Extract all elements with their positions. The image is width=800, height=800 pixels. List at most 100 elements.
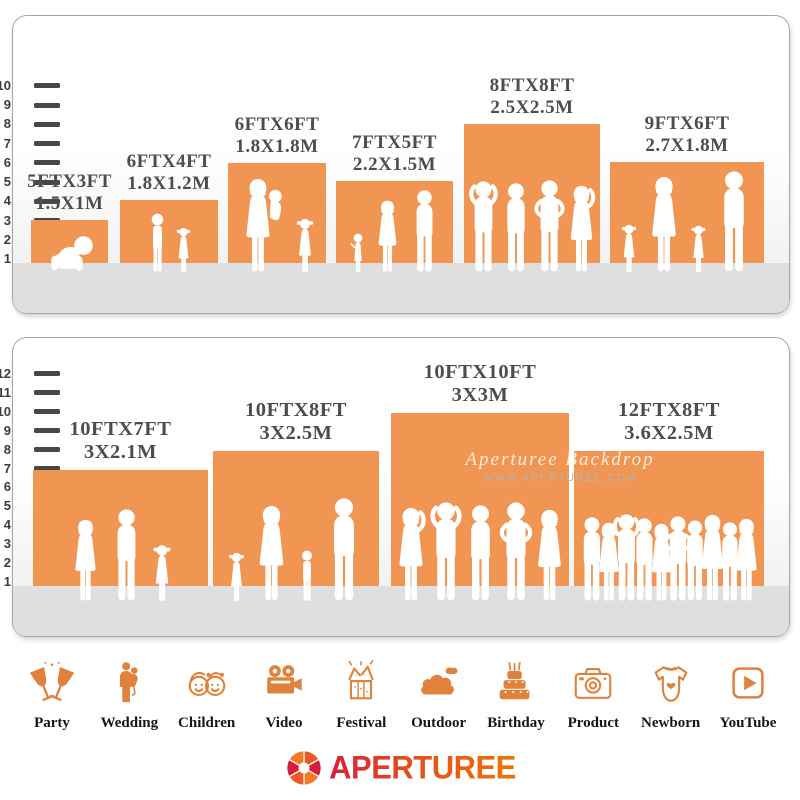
ruler-number: 12 [0, 365, 11, 381]
backdrop-bar-10ftx7ft [33, 470, 208, 601]
ruler-number: 9 [3, 422, 11, 438]
ruler-tick [34, 371, 60, 377]
video-icon [267, 665, 302, 694]
category-label: Children [178, 715, 236, 731]
person-woman-silhouette [701, 514, 723, 601]
bar-size-label: 6FTX4FT 1.8X1.2M [127, 151, 212, 195]
ruler-number: 6 [3, 479, 11, 495]
category-label: Party [34, 715, 70, 731]
person-boy-silhouette [302, 550, 312, 601]
person-woman-silhouette [538, 509, 561, 601]
person-woman-silhouette [736, 518, 757, 601]
bar-size-label: 6FTX6FT 1.8X1.8M [235, 114, 320, 158]
ruler-number: 3 [3, 536, 11, 552]
ruler-number: 2 [3, 231, 11, 247]
ruler-tick [34, 390, 60, 396]
person-man-up-silhouette [429, 502, 462, 601]
party-icon [29, 661, 75, 701]
size-m-text: 2.2X1.5M [352, 154, 437, 175]
size-m-text: 2.7X1.8M [645, 135, 729, 156]
size-ft-text: 5FTX3FT [27, 171, 112, 192]
backdrop-bar-10ftx8ft [213, 451, 379, 602]
ruler-tick [34, 121, 60, 127]
ruler-number: 8 [3, 116, 11, 132]
people-silhouettes [226, 498, 366, 602]
ruler-number: 9 [3, 97, 11, 113]
category-product: Product [557, 660, 629, 732]
person-woman-silhouette [378, 200, 396, 272]
person-boy-silhouette [151, 213, 164, 272]
brand-logo: APERTUREE [0, 748, 800, 788]
size-ft-text: 12FTX8FT [618, 399, 720, 421]
ruler-tick [34, 179, 60, 185]
ruler-tick [34, 409, 60, 415]
ruler-number: 4 [3, 193, 11, 209]
ruler-number: 6 [3, 154, 11, 170]
category-youtube: YouTube [712, 660, 784, 732]
category-newborn: Newborn [635, 660, 707, 732]
size-ft-text: 8FTX8FT [489, 75, 575, 96]
bar-size-label: 12FTX8FT 3.6X2.5M [618, 399, 720, 445]
ruler-tick [34, 102, 60, 108]
ruler-number: 10 [0, 403, 11, 419]
backdrop-bar-6ftx4ft [120, 200, 218, 273]
person-girl-silhouette [621, 224, 637, 273]
category-outdoor: Outdoor [403, 660, 475, 732]
ruler-number: 1 [3, 251, 11, 266]
wedding-icon [120, 662, 138, 703]
person-man-silhouette [334, 498, 354, 601]
category-label: Festival [336, 715, 387, 731]
ruler-number: 7 [3, 135, 11, 151]
person-man-up-silhouette [469, 181, 498, 272]
category-video: Video [248, 660, 320, 732]
category-label: Outdoor [411, 715, 467, 731]
size-m-text: 3.6X2.5M [624, 422, 714, 444]
category-wedding: Wedding [93, 660, 165, 732]
category-label: Birthday [487, 715, 545, 731]
person-man-silhouette [636, 518, 653, 601]
ruler-number: 11 [0, 384, 11, 400]
people-silhouettes [45, 230, 94, 273]
ground-strip [13, 263, 789, 313]
person-man-hips-silhouette [534, 180, 565, 272]
people-silhouettes [391, 502, 569, 602]
person-man-silhouette [416, 190, 432, 272]
bar-size-label: 5FTX3FT 1.5X1M [27, 171, 112, 215]
people-silhouettes [68, 509, 174, 602]
person-woman-silhouette [599, 522, 619, 601]
size-m-text: 3X2.5M [259, 422, 333, 444]
ruler-tick [34, 141, 60, 147]
watermark-url-text: WWW.APERTUREE.COM [482, 472, 638, 484]
person-man-silhouette [507, 183, 525, 272]
person-girl-silhouette [229, 552, 244, 602]
person-girl-silhouette [176, 227, 191, 273]
person-man-hips-silhouette [499, 502, 532, 601]
person-girl-silhouette [153, 545, 170, 601]
person-woman-silhouette [74, 519, 96, 601]
people-silhouettes [238, 178, 317, 273]
ruler-tick [34, 198, 60, 204]
person-woman-up-silhouette [570, 185, 596, 272]
backdrop-bar-10ftx10ft [391, 413, 569, 601]
people-silhouettes [574, 514, 764, 602]
person-man-silhouette [583, 517, 601, 601]
ruler-number: 1 [3, 574, 11, 589]
people-silhouettes [348, 190, 442, 273]
outdoor-icon [420, 667, 458, 695]
size-ft-text: 9FTX6FT [644, 113, 730, 134]
category-party: Party [16, 660, 88, 732]
ruler-number: 4 [3, 517, 11, 533]
size-ft-text: 6FTX4FT [126, 151, 212, 172]
backdrop-bar-5ftx3ft [31, 220, 108, 271]
ruler-tick [34, 447, 60, 453]
children-icon [188, 671, 225, 697]
person-man-silhouette [471, 505, 490, 601]
person-girl-silhouette [296, 218, 314, 273]
backdrop-bar-9ftx6ft [610, 162, 764, 273]
youtube-icon [732, 667, 764, 699]
size-m-text: 1.8X1.8M [235, 136, 319, 157]
category-label: Newborn [641, 715, 701, 731]
size-ft-text: 6FTX6FT [234, 114, 320, 135]
people-silhouettes [464, 180, 600, 273]
aperture-icon [286, 750, 323, 786]
